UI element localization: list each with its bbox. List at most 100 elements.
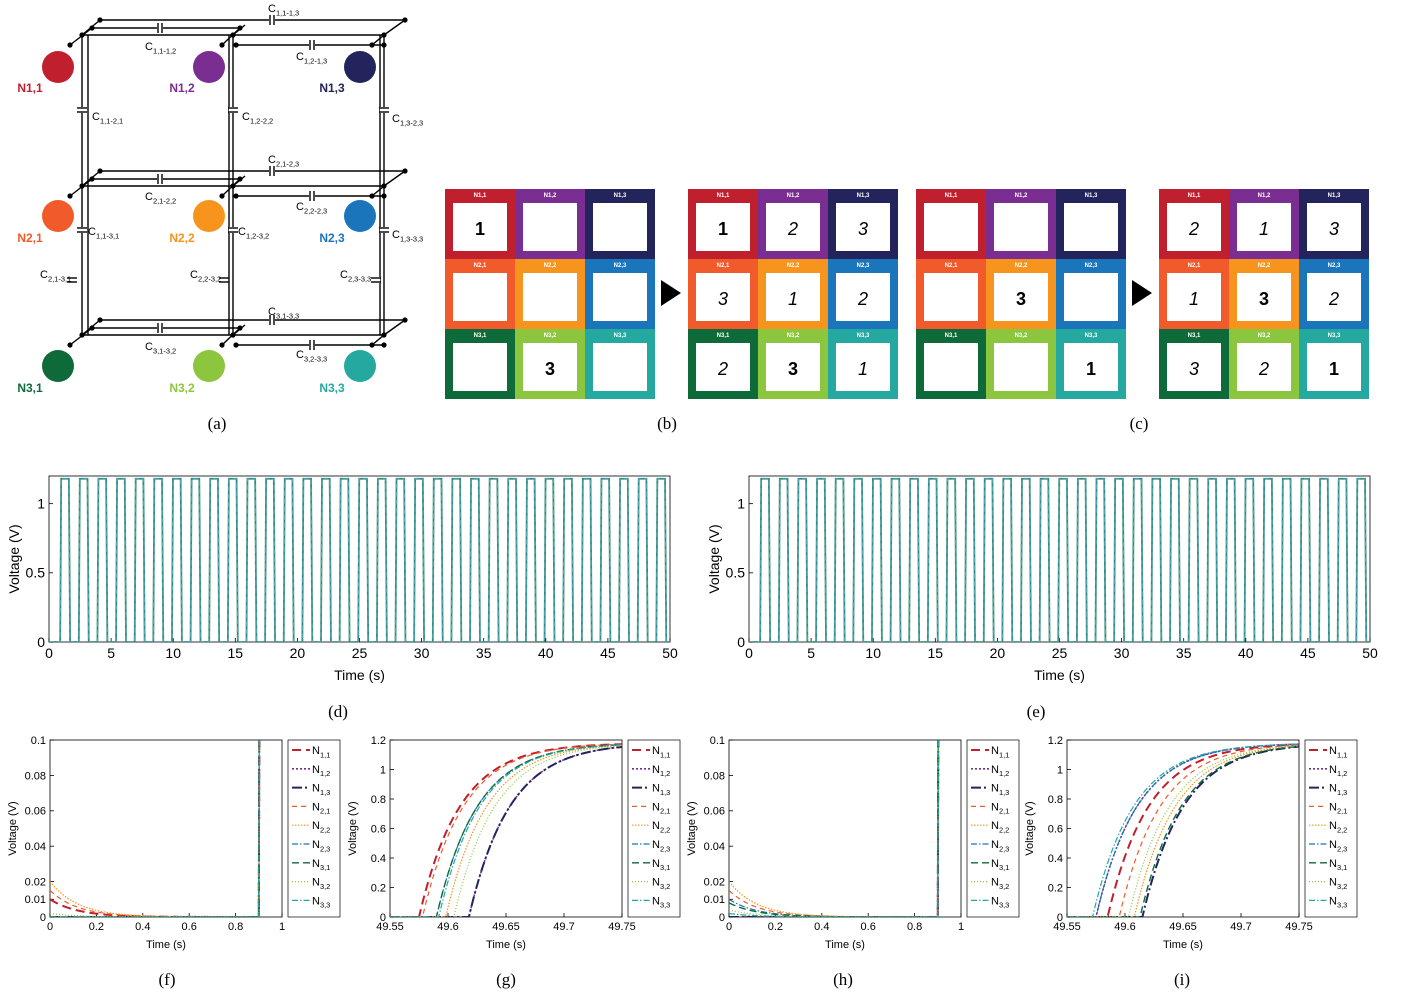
grid-cell-label: N3,1 <box>474 333 487 339</box>
series-1-1 <box>729 740 940 917</box>
grid-cell-value: 1 <box>1259 219 1269 239</box>
legend-label: N2,1 <box>652 801 670 815</box>
grid-cell-value: 2 <box>857 289 868 309</box>
legend-label: N1,3 <box>312 783 330 797</box>
capacitor-c13_23 <box>379 107 389 113</box>
x-tick-label: 1 <box>958 921 964 933</box>
y-tick-label: 0.04 <box>25 841 46 853</box>
node-label-n11: N1,1 <box>17 81 43 95</box>
legend-label: N2,3 <box>991 839 1009 853</box>
capacitor-label-c12_22: C1,2-2,2 <box>242 111 273 125</box>
node-n11 <box>42 51 74 83</box>
series-1-3 <box>390 745 622 917</box>
chart-h: 0 0.2 0.4 0.6 0.8 1 0 0.01 0.02 0.04 0.06 0.08 0.1 Ti… <box>686 735 1020 951</box>
grid-cell-box <box>1237 273 1291 321</box>
x-tick-label: 49.6 <box>1114 921 1135 933</box>
grid-cell-label: N1,2 <box>787 193 800 199</box>
grid-cell-value: 3 <box>1189 359 1199 379</box>
grid-cell-value: 1 <box>1329 359 1339 379</box>
grid-cell-box <box>1167 203 1221 251</box>
grid-cell-box <box>1307 273 1361 321</box>
grid-cell-value: 1 <box>788 289 798 309</box>
series-2-1 <box>729 740 939 917</box>
grid-cell-label: N1,1 <box>717 193 730 199</box>
grid-cell-value: 2 <box>787 219 798 239</box>
capacitor-label-c11_31: C1,1-3,1 <box>88 226 119 240</box>
grid-cell-value: 2 <box>1328 289 1339 309</box>
junction-dot <box>402 168 408 174</box>
x-tick-label: 0.4 <box>135 921 150 933</box>
capacitor-label-c13_23: C1,3-2,3 <box>392 113 423 127</box>
grid-cell-label: N3,3 <box>1085 333 1098 339</box>
y-tick-label: 0 <box>719 912 725 924</box>
series-2-3 <box>729 740 939 917</box>
x-tick-label: 15 <box>228 645 244 661</box>
y-tick-label: 1 <box>380 764 386 776</box>
grid-cell-label: N2,1 <box>474 263 487 269</box>
y-tick-label: 1 <box>1057 764 1063 776</box>
plot-area <box>1066 739 1300 918</box>
legend-label: N1,3 <box>1329 783 1347 797</box>
junction-dot <box>381 32 387 38</box>
grid-b-before: N1,1 1 N1,2 N1,3 N2,1 N2,2 N2,3 N3,1 N3,2 3 N3,3 <box>445 189 655 399</box>
capacitor-label-c12_32: C1,2-3,2 <box>238 226 269 240</box>
x-tick-label: 49.65 <box>1169 921 1197 933</box>
grid-cell-box <box>994 273 1048 321</box>
plot-area <box>389 739 623 918</box>
x-tick-label: 30 <box>1114 645 1130 661</box>
series-3-3 <box>390 744 622 917</box>
node-label-n23: N2,3 <box>319 231 345 245</box>
x-tick-label: 20 <box>990 645 1006 661</box>
node-n31 <box>42 350 74 382</box>
grid-cell-label: N2,3 <box>614 263 627 269</box>
series-2-2 <box>729 740 939 917</box>
legend-label: N3,1 <box>312 858 330 872</box>
junction-dot <box>79 332 85 338</box>
grid-cell-value: 3 <box>545 359 555 379</box>
grid-cell-label: N3,2 <box>1015 333 1028 339</box>
y-tick-label: 0.02 <box>25 876 46 888</box>
series-2-2 <box>1067 745 1299 917</box>
legend-box <box>1304 739 1358 918</box>
legend-label: N1,2 <box>1329 764 1347 778</box>
grid-cell-label: N1,2 <box>1015 193 1028 199</box>
chart-e: 0 5 10 15 20 25 30 35 40 45 50 0 0.5 1 Time (s) Voltage… <box>706 475 1378 683</box>
grid-cell-label: N1,2 <box>1258 193 1271 199</box>
grid-cell-box <box>924 343 978 391</box>
y-tick-label: 0.6 <box>1048 823 1063 835</box>
y-tick-label: 0 <box>380 912 386 924</box>
grid-cell-label: N3,1 <box>1188 333 1201 339</box>
y-tick-label: 0.02 <box>704 876 725 888</box>
x-tick-label: 0.8 <box>228 921 243 933</box>
capacitor-label-c12_13: C1,2-1,3 <box>296 51 327 65</box>
series-group <box>1067 743 1299 917</box>
x-axis-label: Time (s) <box>825 939 865 951</box>
grid-cell-box <box>1307 203 1361 251</box>
series-3-1 <box>50 740 260 917</box>
grid-cell-box <box>1167 273 1221 321</box>
caption-e: (e) <box>1026 702 1046 721</box>
x-tick-label: 10 <box>865 645 881 661</box>
legend-label: N1,2 <box>312 764 330 778</box>
grid-cell-box <box>696 273 750 321</box>
series-1-3 <box>729 740 940 917</box>
y-tick-label: 0.4 <box>371 853 386 865</box>
series-pulse-light <box>749 478 1370 642</box>
legend: N1,1 N1,2 N1,3 N2,1 N2,2 N2,3 N3,1 N3,2 N3,3 <box>627 739 681 918</box>
x-tick-label: 25 <box>352 645 368 661</box>
capacitor-label-c11_13: C1,1-1,3 <box>268 3 299 17</box>
x-tick-label: 0.2 <box>89 921 104 933</box>
legend-label: N3,1 <box>652 858 670 872</box>
legend-label: N2,2 <box>652 820 670 834</box>
node-label-n12: N1,2 <box>169 81 195 95</box>
capacitor-c21_23 <box>269 166 275 176</box>
legend-label: N1,1 <box>652 745 670 759</box>
caption-d: (d) <box>328 702 348 721</box>
junction-dot <box>237 176 243 182</box>
grid-cell-box <box>523 343 577 391</box>
grid-cell-box <box>1064 343 1118 391</box>
wire <box>371 334 385 346</box>
node-n21 <box>42 200 74 232</box>
junction-dot <box>219 342 225 348</box>
legend-label: N3,1 <box>1329 858 1347 872</box>
